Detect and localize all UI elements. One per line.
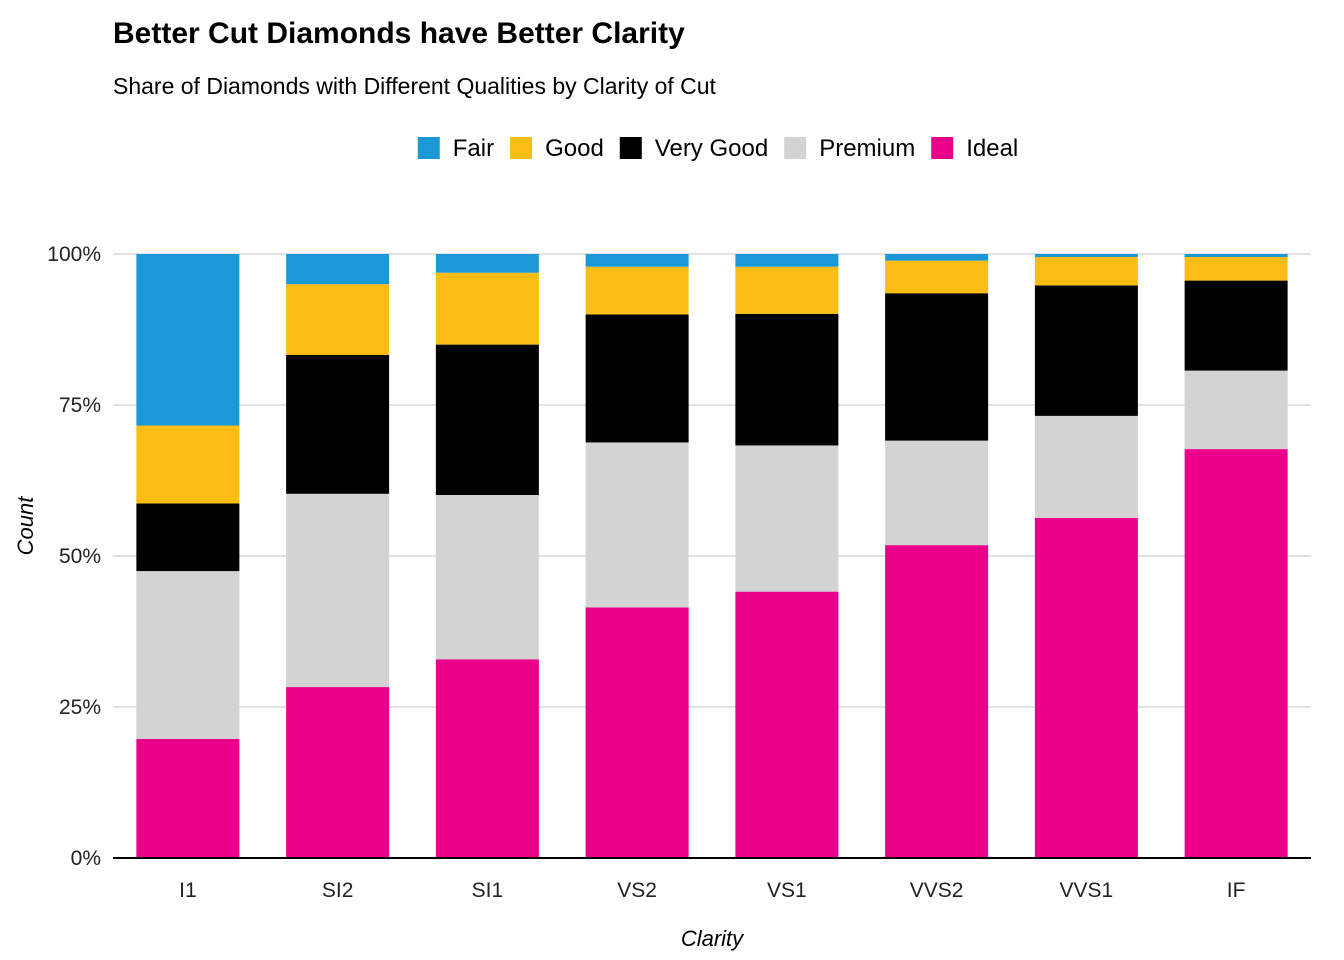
bar-very-good-if bbox=[1184, 280, 1288, 371]
bar-good-vs1 bbox=[735, 266, 839, 314]
bar-good-vs2 bbox=[585, 266, 689, 315]
bar-good-vvs1 bbox=[1034, 257, 1138, 286]
bar-ideal-si1 bbox=[435, 659, 539, 858]
bar-premium-si2 bbox=[286, 493, 390, 688]
x-tick-label: SI1 bbox=[472, 879, 504, 902]
bar-good-si1 bbox=[435, 272, 539, 345]
x-tick-label: VVS1 bbox=[1060, 879, 1114, 902]
bar-good-i1 bbox=[136, 425, 240, 504]
bars bbox=[136, 254, 1288, 858]
bar-ideal-if bbox=[1184, 449, 1288, 858]
legend-swatch bbox=[510, 137, 533, 159]
x-tick-label: VS2 bbox=[617, 879, 657, 902]
y-tick-label: 50% bbox=[59, 545, 101, 568]
bar-good-si2 bbox=[286, 284, 390, 355]
bar-fair-if bbox=[1184, 254, 1288, 258]
bar-fair-vvs2 bbox=[885, 254, 989, 261]
bar-good-if bbox=[1184, 257, 1288, 281]
bar-fair-vvs1 bbox=[1034, 254, 1138, 258]
bar-premium-vvs2 bbox=[885, 440, 989, 546]
bar-premium-if bbox=[1184, 370, 1288, 450]
x-tick-label: VVS2 bbox=[910, 879, 964, 902]
x-tick-label: IF bbox=[1227, 879, 1246, 902]
bar-premium-vs2 bbox=[585, 442, 689, 608]
bar-ideal-si2 bbox=[286, 687, 390, 858]
legend: Fair Good Very Good Premium Ideal bbox=[417, 135, 1018, 162]
x-axis-ticks: I1 SI2 SI1 VS2 VS1 VVS2 VVS1 IF bbox=[179, 879, 1245, 902]
legend-swatch bbox=[784, 137, 807, 159]
legend-label: Fair bbox=[453, 135, 494, 162]
y-tick-label: 100% bbox=[47, 243, 101, 266]
bar-ideal-vvs2 bbox=[885, 545, 989, 858]
bar-very-good-vs1 bbox=[735, 313, 839, 446]
legend-swatch bbox=[931, 137, 954, 159]
bar-fair-vs2 bbox=[585, 254, 689, 267]
bar-good-vvs2 bbox=[885, 260, 989, 294]
x-tick-label: VS1 bbox=[767, 879, 807, 902]
bar-ideal-vs2 bbox=[585, 607, 689, 858]
bar-premium-vs1 bbox=[735, 445, 839, 592]
bar-premium-i1 bbox=[136, 571, 240, 740]
legend-swatch bbox=[619, 137, 642, 159]
bar-fair-si2 bbox=[286, 254, 390, 285]
chart-subtitle: Share of Diamonds with Different Qualiti… bbox=[113, 73, 717, 99]
legend-label: Ideal bbox=[966, 135, 1018, 162]
y-tick-label: 75% bbox=[59, 394, 101, 417]
legend-swatch bbox=[417, 137, 440, 159]
bar-fair-si1 bbox=[435, 254, 539, 273]
bar-very-good-si1 bbox=[435, 344, 539, 495]
y-axis-ticks: 0% 25% 50% 75% 100% bbox=[47, 243, 101, 870]
legend-label: Very Good bbox=[655, 135, 768, 162]
bar-ideal-vs1 bbox=[735, 591, 839, 858]
bar-fair-vs1 bbox=[735, 254, 839, 267]
bar-very-good-i1 bbox=[136, 503, 240, 572]
bar-premium-vvs1 bbox=[1034, 415, 1138, 518]
bar-fair-i1 bbox=[136, 254, 240, 426]
legend-label: Premium bbox=[819, 135, 915, 162]
chart-title: Better Cut Diamonds have Better Clarity bbox=[113, 17, 685, 50]
y-tick-label: 25% bbox=[59, 696, 101, 719]
bar-very-good-vs2 bbox=[585, 314, 689, 443]
y-tick-label: 0% bbox=[71, 847, 101, 870]
y-axis-title: Count bbox=[13, 496, 38, 556]
bar-very-good-vvs2 bbox=[885, 293, 989, 441]
bar-ideal-i1 bbox=[136, 739, 240, 858]
x-tick-label: SI2 bbox=[322, 879, 354, 902]
legend-label: Good bbox=[545, 135, 604, 162]
bar-ideal-vvs1 bbox=[1034, 517, 1138, 858]
bar-premium-si1 bbox=[435, 494, 539, 660]
bar-very-good-vvs1 bbox=[1034, 285, 1138, 416]
bar-very-good-si2 bbox=[286, 354, 390, 494]
x-axis-title: Clarity bbox=[681, 926, 745, 951]
x-tick-label: I1 bbox=[179, 879, 197, 902]
